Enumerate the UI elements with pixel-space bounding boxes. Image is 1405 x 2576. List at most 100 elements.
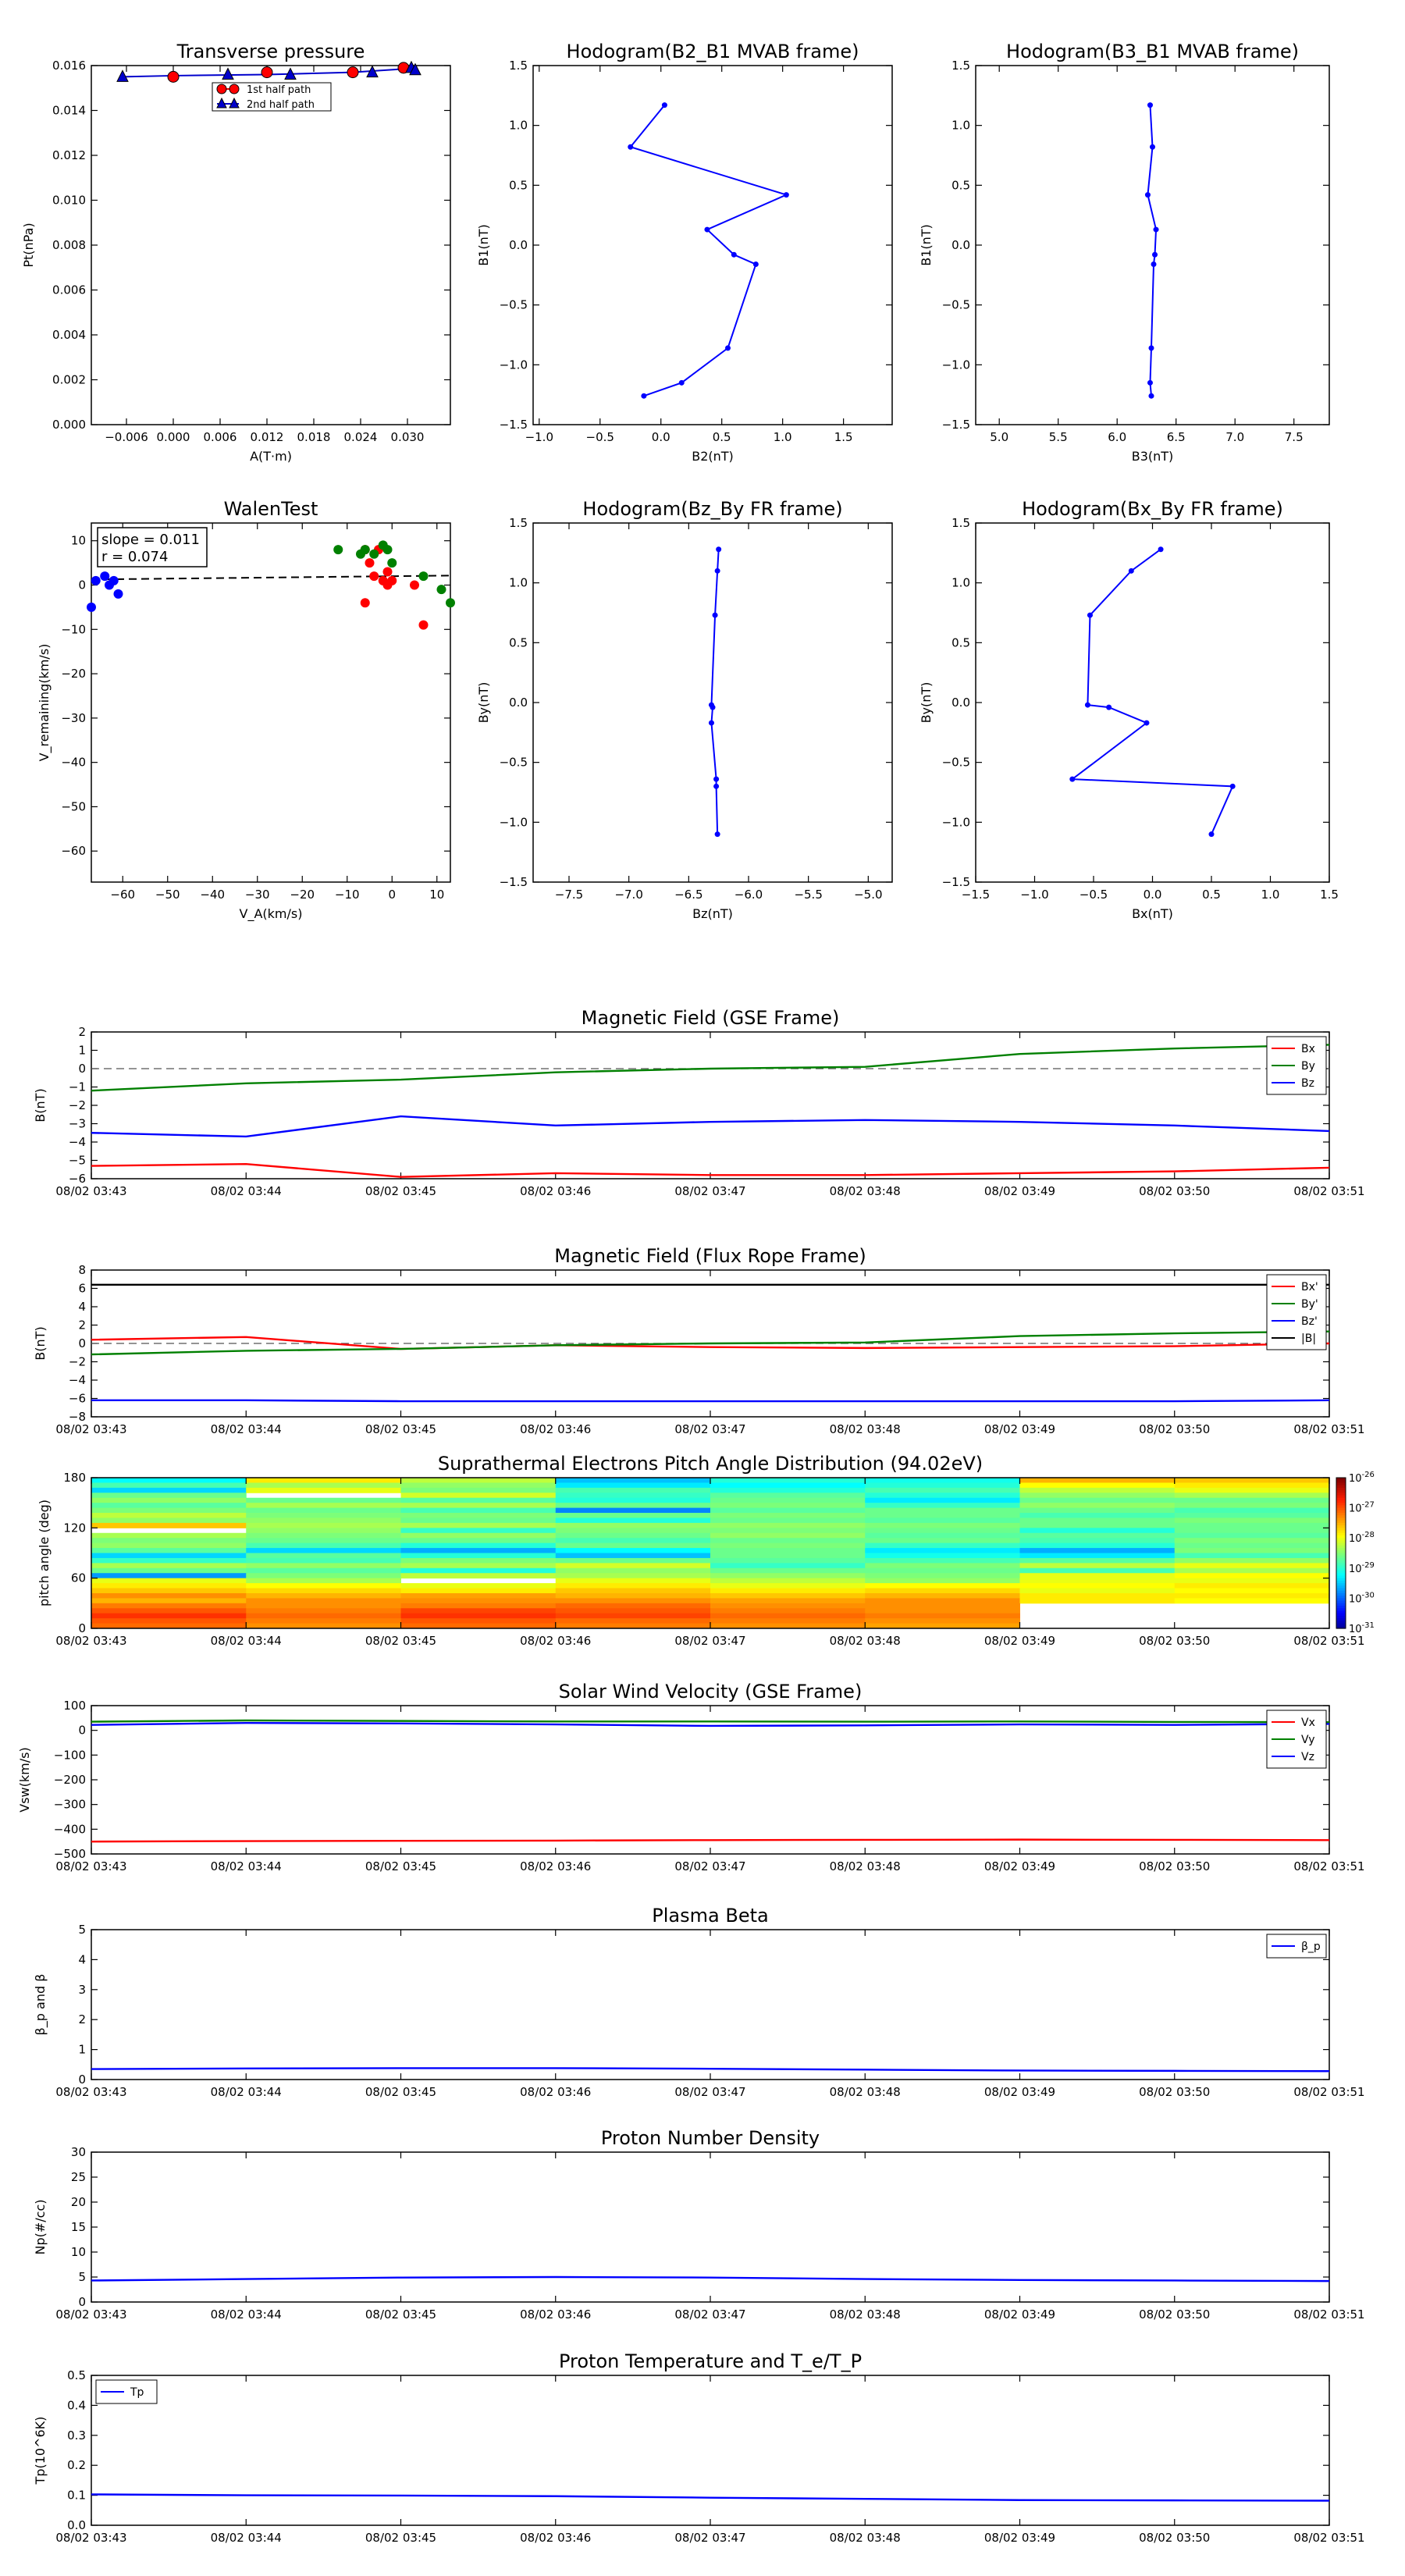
heatmap-cell: [1174, 1557, 1330, 1564]
hodogram-point: [731, 251, 737, 258]
legend-label: |B|: [1301, 1332, 1316, 1345]
x-axis-label: A(T·m): [250, 449, 292, 464]
x-tick-label: 08/02 03:45: [365, 2531, 436, 2545]
series-line-p: [91, 2067, 1330, 2073]
series-line-bz: [91, 1399, 1330, 1403]
hodogram-point: [628, 144, 634, 150]
heatmap-cell: [710, 1478, 866, 1483]
heatmap-cell: [865, 1608, 1020, 1614]
x-tick-label: 7.5: [1285, 430, 1304, 444]
x-tick-label: 08/02 03:47: [674, 1422, 745, 1436]
data-point-1st-half: [347, 66, 359, 79]
colorbar-segment: [1336, 1610, 1346, 1614]
x-tick-label: 08/02 03:45: [365, 1184, 436, 1198]
x-tick-label: 0.5: [1202, 888, 1221, 902]
heatmap-cell: [865, 1522, 1020, 1528]
series-line-vz: [91, 1721, 1330, 1727]
hodogram-point: [783, 192, 789, 198]
x-tick-label: 10: [429, 888, 444, 902]
x-tick-label: 08/02 03:47: [674, 2531, 745, 2545]
colorbar-tick-label: 10-30: [1349, 1591, 1375, 1605]
x-tick-label: 08/02 03:46: [520, 1859, 591, 1873]
panel-beta: Plasma Beta 0 1 2 3 4 5 08/02 03:43 08/02 03:44 0…: [33, 1905, 1365, 2099]
x-tick-label: −6.0: [735, 888, 763, 902]
x-tick-label: 08/02 03:43: [55, 1634, 126, 1648]
heatmap-cell: [555, 1553, 711, 1559]
x-tick-label: 08/02 03:46: [520, 1422, 591, 1436]
x-tick-label: −20: [290, 888, 315, 902]
walen-point: [387, 575, 397, 585]
x-tick-label: 08/02 03:49: [984, 2085, 1055, 2099]
y-tick-label: −1.0: [942, 358, 970, 372]
colorbar-segment: [1336, 1596, 1346, 1599]
heatmap-cell: [710, 1522, 866, 1528]
series-line-by: [91, 1330, 1330, 1356]
y-tick-label: −60: [61, 844, 86, 858]
heatmap-cell: [91, 1553, 247, 1559]
heatmap-cell: [1174, 1588, 1330, 1594]
heatmap-cell: [1019, 1482, 1176, 1489]
y-tick-label: −1.5: [500, 875, 528, 889]
heatmap-cell: [555, 1608, 711, 1614]
x-tick-label: 08/02 03:46: [520, 2085, 591, 2099]
panel-mag_fr: Magnetic Field (Flux Rope Frame) −8 −6 −4 −2…: [33, 1245, 1365, 1436]
walen-point: [113, 589, 123, 599]
y-tick-label: 0: [78, 2073, 86, 2087]
y-tick-label: 0.5: [951, 635, 970, 649]
heatmap-cell: [1174, 1497, 1330, 1503]
colorbar-frame: [1336, 1477, 1346, 1629]
colorbar-segment: [1336, 1525, 1346, 1528]
data-point-2nd-half: [222, 67, 234, 80]
heatmap-cell: [1019, 1538, 1176, 1544]
x-tick-label: 08/02 03:48: [830, 1184, 901, 1198]
plot-frame: [975, 65, 1330, 425]
heatmap-cell: [1019, 1563, 1176, 1569]
hodogram-point: [1208, 831, 1215, 838]
hodogram-point: [716, 546, 722, 553]
heatmap-cell: [91, 1567, 247, 1574]
colorbar-segment: [1336, 1545, 1346, 1549]
heatmap-cell: [1019, 1553, 1176, 1559]
heatmap-cell: [246, 1573, 401, 1579]
heatmap-cell: [246, 1487, 401, 1493]
y-axis-label: β_p and β: [33, 1974, 48, 2036]
heatmap-cell: [1174, 1517, 1330, 1524]
heatmap-cell: [400, 1497, 557, 1503]
y-tick-label: 5: [78, 2270, 86, 2284]
heatmap-cell: [555, 1588, 711, 1594]
x-tick-label: −7.0: [614, 888, 642, 902]
x-tick-label: 0.024: [344, 430, 378, 444]
x-tick-label: 08/02 03:51: [1293, 2531, 1364, 2545]
heatmap-cell: [91, 1603, 247, 1609]
heatmap-cell: [555, 1497, 711, 1503]
heatmap-cell: [555, 1538, 711, 1544]
heatmap-cell: [400, 1608, 557, 1614]
heatmap-cell: [246, 1517, 401, 1524]
y-tick-label: 30: [71, 2145, 86, 2159]
colorbar-segment: [1336, 1535, 1346, 1539]
heatmap-cell: [246, 1567, 401, 1574]
heatmap-cell: [400, 1563, 557, 1569]
legend: Bx By Bz: [1266, 1036, 1327, 1095]
heatmap-cell: [1019, 1513, 1176, 1518]
y-tick-label: −0.5: [500, 756, 528, 770]
hodogram-point: [1144, 720, 1150, 726]
colorbar-segment: [1336, 1623, 1346, 1627]
x-tick-label: −1.0: [525, 430, 553, 444]
y-tick-label: 1.5: [951, 516, 970, 530]
panel-tp: Transverse pressure 0.000 0.002 0.004 0.006 0…: [21, 41, 451, 464]
heatmap-cell: [91, 1517, 247, 1524]
y-tick-label: 0: [78, 1062, 86, 1076]
heatmap-cell: [91, 1578, 247, 1584]
heatmap-cell: [246, 1528, 401, 1534]
y-tick-label: −0.5: [500, 298, 528, 312]
heatmap-cell: [246, 1608, 401, 1614]
x-tick-label: 08/02 03:48: [830, 2531, 901, 2545]
x-tick-label: −1.5: [962, 888, 990, 902]
y-axis-label: Pt(nPa): [21, 222, 36, 267]
y-tick-label: −200: [54, 1773, 86, 1787]
heatmap-cell: [400, 1487, 557, 1493]
colorbar-segment: [1336, 1542, 1346, 1546]
heatmap-cell: [1174, 1592, 1330, 1599]
heatmap-cell: [1174, 1578, 1330, 1584]
